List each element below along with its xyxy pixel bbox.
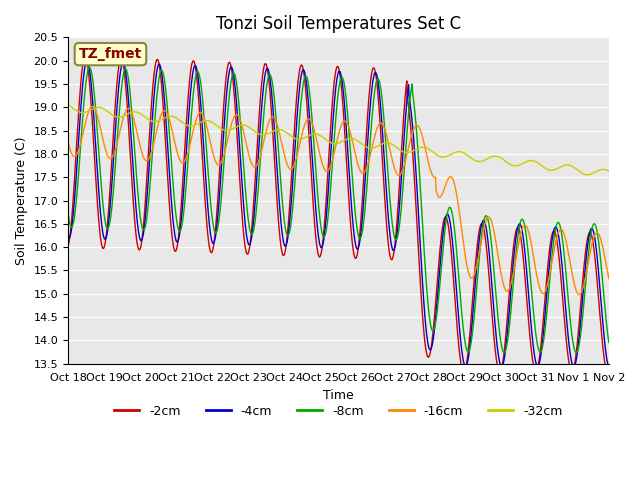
Legend: -2cm, -4cm, -8cm, -16cm, -32cm: -2cm, -4cm, -8cm, -16cm, -32cm (109, 400, 568, 423)
X-axis label: Time: Time (323, 389, 354, 402)
Title: Tonzi Soil Temperatures Set C: Tonzi Soil Temperatures Set C (216, 15, 461, 33)
Y-axis label: Soil Temperature (C): Soil Temperature (C) (15, 136, 28, 265)
Text: TZ_fmet: TZ_fmet (79, 47, 142, 61)
